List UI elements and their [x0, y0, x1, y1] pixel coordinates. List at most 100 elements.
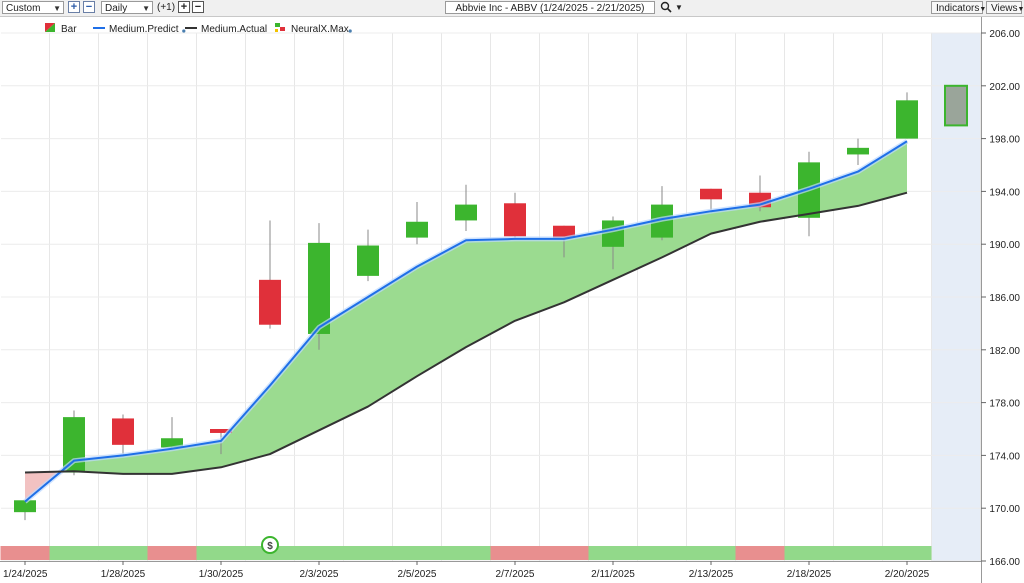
candle-bar[interactable] [112, 418, 134, 445]
settings-dot-icon[interactable] [182, 29, 186, 33]
y-tick-label: 182.00 [989, 346, 1020, 357]
views-button-label: Views [991, 3, 1018, 14]
predict-actual-fill [858, 141, 907, 206]
medium-predict-line[interactable] [24, 140, 908, 503]
signal-cell [147, 546, 197, 560]
signal-cell [686, 546, 736, 560]
candle-bar[interactable] [14, 500, 36, 513]
y-tick-label: 186.00 [989, 293, 1020, 304]
indicators-button[interactable]: Indicators▼ [931, 1, 987, 14]
neuralx-icon [280, 27, 285, 31]
dividend-marker-icon[interactable] [261, 536, 279, 554]
zoom-in-button[interactable]: + [68, 1, 80, 13]
predict-actual-fill [466, 238, 515, 348]
candle-bar[interactable] [455, 204, 477, 221]
candle-bar[interactable] [847, 147, 869, 155]
x-tick-label: 1/28/2025 [101, 569, 146, 580]
signal-cell [294, 546, 344, 560]
signal-cell [343, 546, 393, 560]
predict-actual-fill [564, 229, 613, 303]
candle-bar[interactable] [553, 225, 575, 238]
candle-bar[interactable] [896, 100, 918, 139]
signal-cell [392, 546, 442, 560]
zoom-out-button[interactable]: − [83, 1, 95, 13]
candle-bar[interactable] [210, 429, 232, 433]
legend-label[interactable]: Medium.Actual [201, 24, 267, 35]
x-tick-label: 2/11/2025 [591, 569, 635, 580]
signal-cell [833, 546, 883, 560]
signal-cell [490, 546, 540, 560]
y-tick-label: 170.00 [989, 504, 1020, 515]
chart-title[interactable]: Abbvie Inc - ABBV (1/24/2025 - 2/21/2025… [445, 1, 655, 14]
layout-select-value: Custom [6, 3, 41, 14]
predict-actual-fill [662, 211, 711, 258]
offset-label: (+1) [157, 2, 176, 13]
medium-actual-line[interactable] [24, 191, 908, 475]
signal-cell [882, 546, 932, 560]
predict-actual-fill [515, 238, 564, 321]
predict-actual-fill [368, 266, 417, 407]
x-tick-label: 2/5/2025 [398, 569, 437, 580]
bar-icon [45, 23, 55, 32]
chevron-down-icon: ▼ [53, 4, 61, 13]
y-tick-label: 206.00 [989, 29, 1020, 40]
candle-bar[interactable] [161, 438, 183, 448]
predict-actual-fill [270, 327, 319, 455]
toolbar: Custom ▼ + − Daily ▼ (+1) + − Abbvie Inc… [0, 0, 1024, 17]
x-tick-label: 2/7/2025 [496, 569, 535, 580]
candle-bar[interactable] [259, 279, 281, 325]
offset-decrease-button[interactable]: − [192, 1, 204, 13]
legend-label[interactable]: Medium.Predict [109, 24, 179, 35]
search-icon[interactable] [660, 1, 672, 14]
predict-actual-fill [760, 188, 809, 222]
legend-label[interactable]: Bar [61, 24, 77, 35]
y-tick-label: 194.00 [989, 187, 1020, 198]
search-dropdown-icon[interactable]: ▼ [675, 3, 683, 12]
signal-cell [735, 546, 785, 560]
views-button[interactable]: Views▼ [986, 1, 1024, 14]
x-tick-label: 1/24/2025 [3, 569, 48, 580]
y-tick-label: 202.00 [989, 82, 1020, 93]
candle-bar[interactable] [944, 84, 968, 127]
y-tick-label: 178.00 [989, 399, 1020, 410]
candle-bar[interactable] [406, 221, 428, 238]
x-tick-label: 1/30/2025 [199, 569, 244, 580]
signal-cell [637, 546, 687, 560]
chevron-down-icon: ▼ [979, 6, 987, 13]
predict-actual-fill [319, 297, 368, 431]
signal-cell [196, 546, 246, 560]
layout-select[interactable]: Custom ▼ [2, 1, 64, 14]
y-tick-label: 166.00 [989, 557, 1020, 568]
predict-actual-fill [809, 171, 858, 214]
chevron-down-icon: ▼ [142, 4, 150, 13]
candle-bar[interactable] [308, 242, 330, 334]
y-tick-label: 174.00 [989, 451, 1020, 462]
x-tick-label: 2/3/2025 [300, 569, 339, 580]
signal-cell [98, 546, 148, 560]
signal-cell [0, 546, 50, 560]
legend-label[interactable]: NeuralX.Max [291, 24, 349, 35]
candle-bar[interactable] [700, 188, 722, 200]
chevron-down-icon: ▼ [1017, 6, 1024, 13]
offset-increase-button[interactable]: + [178, 1, 190, 13]
signal-cell [49, 546, 99, 560]
x-tick-label: 2/20/2025 [885, 569, 930, 580]
neuralx-icon [275, 29, 278, 32]
dollar-icon: $ [267, 541, 273, 552]
predict-actual-fill [417, 240, 466, 377]
interval-select[interactable]: Daily ▼ [101, 1, 153, 14]
predict-actual-fill [613, 219, 662, 280]
indicators-button-label: Indicators [936, 3, 980, 14]
price-chart[interactable]: $ 206.00 202.00 198.00 194.00 190.00 186.00 18… [0, 17, 1024, 583]
candle-bar[interactable] [504, 203, 526, 237]
settings-dot-icon[interactable] [348, 29, 352, 33]
y-tick-label: 190.00 [989, 240, 1020, 251]
candle-bar[interactable] [357, 245, 379, 276]
y-tick-label: 198.00 [989, 135, 1020, 146]
signal-cell [539, 546, 589, 560]
signal-cell [441, 546, 491, 560]
x-tick-label: 2/13/2025 [689, 569, 734, 580]
signal-cell [784, 546, 834, 560]
neuralx-icon [275, 23, 280, 27]
predict-actual-fill [221, 385, 270, 468]
